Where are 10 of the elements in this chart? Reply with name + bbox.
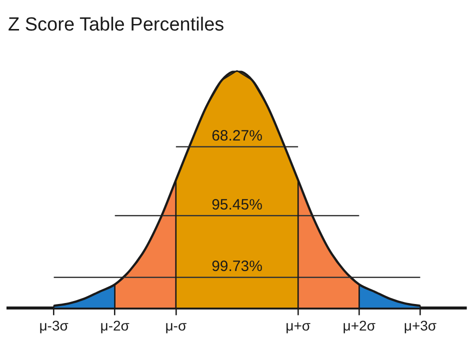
- chart-title: Z Score Table Percentiles: [8, 14, 224, 36]
- x-tick-label: μ-2σ: [100, 317, 130, 334]
- x-tick-label: μ-3σ: [39, 317, 69, 334]
- annotation: 95.45%: [212, 196, 262, 214]
- annotation: 99.73%: [212, 258, 262, 275]
- x-tick-label: μ+σ: [286, 317, 311, 334]
- x-tick-label: μ-σ: [165, 317, 187, 334]
- x-tick-label: μ+3σ: [404, 317, 437, 334]
- annotation: 68.27%: [212, 127, 262, 144]
- x-tick-label: μ+2σ: [342, 317, 376, 334]
